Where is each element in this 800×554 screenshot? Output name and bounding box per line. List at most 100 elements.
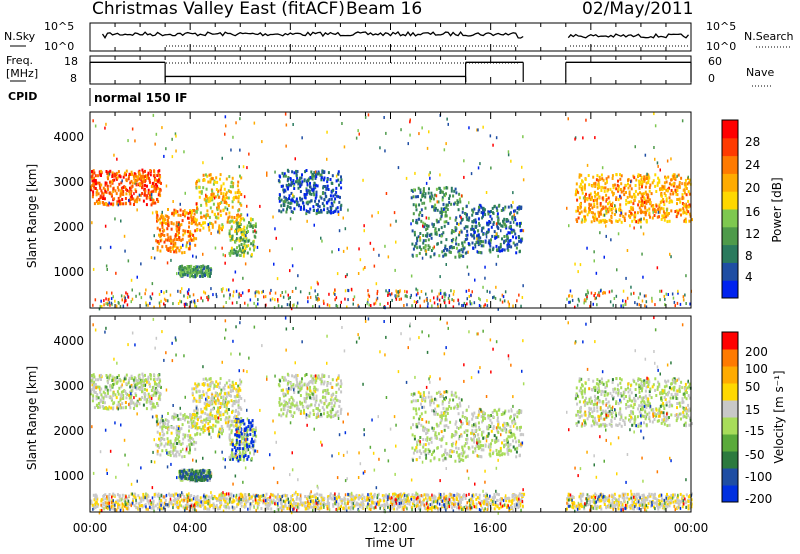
power-colorbar-swatch (722, 244, 738, 263)
power-cell (125, 178, 128, 182)
velocity-cell (446, 390, 449, 394)
power-cell (415, 208, 418, 212)
power-cell (116, 176, 119, 180)
power-cell (203, 214, 206, 218)
power-cell (181, 264, 184, 268)
power-cell (217, 206, 220, 210)
power-cell (231, 200, 234, 204)
power-cell (632, 202, 635, 206)
power-cell (468, 201, 470, 205)
power-cell (422, 241, 425, 245)
power-cell (436, 295, 439, 299)
velocity-cell (339, 385, 342, 388)
power-cell (685, 205, 688, 209)
power-cell (286, 184, 289, 188)
power-cell (158, 292, 161, 296)
power-cell (676, 189, 679, 192)
power-cell (318, 305, 321, 309)
power-cell (490, 225, 493, 229)
power-cell (624, 184, 627, 188)
velocity-cell (183, 435, 186, 439)
power-cell (192, 293, 195, 297)
power-cell (447, 122, 449, 126)
power-cell (177, 302, 180, 305)
power-cell (319, 173, 322, 177)
power-cell (682, 209, 685, 213)
power-cell (228, 211, 231, 215)
power-cell (144, 179, 146, 183)
velocity-cell (230, 441, 233, 445)
power-cell (290, 307, 293, 311)
power-cell (114, 189, 117, 193)
power-cell (335, 304, 337, 307)
power-cell (239, 247, 241, 251)
power-cell (479, 236, 482, 240)
power-cell (448, 246, 451, 249)
power-cell (445, 203, 448, 207)
power-cell (495, 235, 498, 239)
velocity-cell (315, 416, 318, 420)
power-cell (417, 235, 420, 239)
velocity-cell (130, 383, 133, 387)
power-cell (585, 118, 587, 122)
velocity-cell (334, 397, 337, 401)
power-cell (652, 179, 655, 183)
power-cell (577, 216, 580, 220)
velocity-cell (451, 434, 454, 437)
power-cell (359, 258, 362, 262)
power-cell (495, 244, 498, 248)
power-cell (317, 282, 319, 286)
power-cell (194, 267, 197, 271)
power-cell (116, 200, 119, 204)
power-cell (478, 235, 481, 239)
nsky-line (101, 30, 689, 39)
power-cell (144, 169, 146, 173)
power-cell (292, 193, 294, 197)
power-cell (662, 207, 665, 211)
velocity-cell (303, 411, 306, 415)
velocity-cell (242, 458, 245, 462)
power-cell (457, 208, 460, 212)
power-cell (176, 225, 179, 229)
power-cell (174, 241, 177, 245)
power-cell (581, 218, 583, 222)
power-cell (289, 296, 291, 299)
velocity-cell (155, 414, 158, 418)
power-cell (606, 207, 609, 211)
power-cell (195, 186, 198, 190)
velocity-cell (208, 377, 211, 381)
power-cell (453, 246, 455, 249)
velocity-cell (122, 379, 125, 383)
power-cell (647, 179, 650, 183)
power-cell (376, 292, 378, 296)
velocity-cell (141, 390, 143, 394)
power-cell (170, 239, 173, 243)
power-cell (631, 206, 634, 210)
power-cell (195, 218, 198, 222)
power-cell (678, 183, 681, 187)
power-cell (213, 180, 216, 184)
power-cell (638, 218, 641, 222)
power-cell (485, 232, 488, 236)
power-cell (98, 200, 101, 204)
velocity-cell (100, 378, 102, 381)
power-cell (602, 205, 605, 209)
power-cell (664, 215, 667, 219)
power-cell (425, 181, 428, 185)
power-cell (122, 202, 125, 206)
velocity-cell (424, 399, 427, 403)
power-cell (219, 213, 222, 217)
velocity-cell (435, 391, 438, 395)
power-cell (520, 207, 523, 210)
power-cell (476, 235, 479, 239)
power-cell (288, 183, 291, 187)
power-cell (504, 290, 507, 294)
power-cell (379, 302, 381, 306)
velocity-cell (146, 398, 149, 402)
power-cell (238, 165, 240, 169)
power-cell (147, 173, 149, 177)
power-cell (321, 239, 323, 243)
velocity-cell (123, 377, 126, 381)
power-cell (445, 186, 448, 189)
